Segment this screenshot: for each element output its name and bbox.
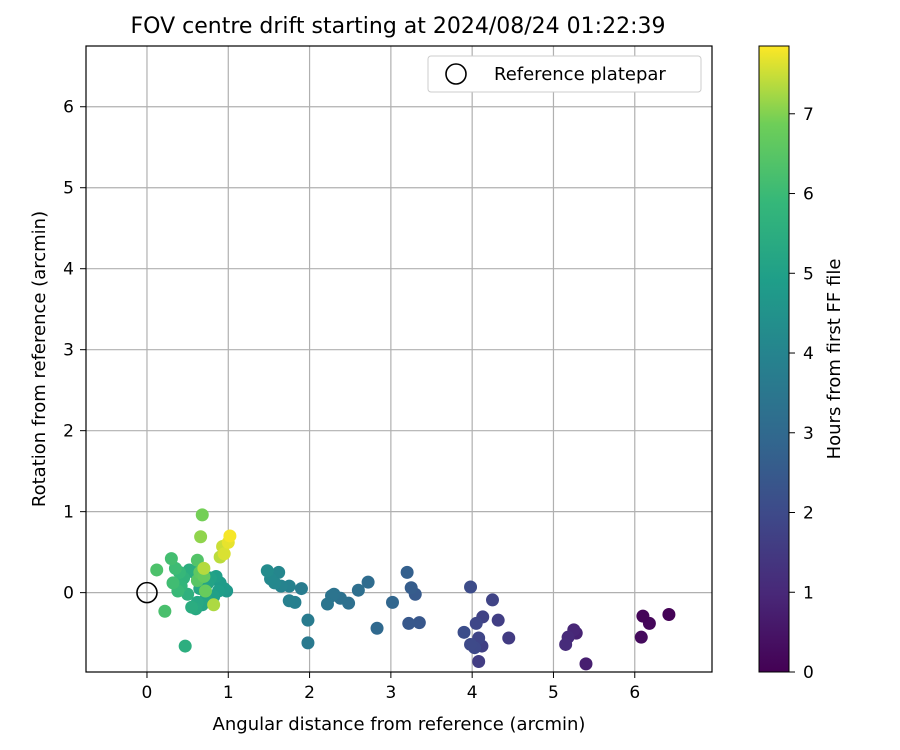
data-point [464, 580, 478, 594]
x-tick-label: 2 [304, 683, 315, 703]
data-points [150, 508, 676, 671]
x-tick-label: 0 [142, 683, 153, 703]
data-point [294, 582, 308, 596]
data-point [150, 563, 164, 577]
legend-box [427, 55, 702, 93]
colorbar-tick-label: 1 [803, 583, 814, 603]
data-point [636, 609, 650, 623]
plot-frame [85, 45, 713, 673]
data-point [502, 631, 516, 645]
data-point [199, 584, 213, 598]
data-point [207, 598, 221, 612]
colorbar-gradient [758, 45, 790, 673]
x-tick-label: 5 [548, 683, 559, 703]
data-point [412, 616, 426, 630]
data-point [197, 561, 211, 575]
data-point [164, 552, 178, 566]
data-point [185, 600, 199, 614]
y-tick-label: 1 [63, 503, 74, 523]
data-point [559, 637, 573, 651]
x-axis-label: Angular distance from reference (arcmin) [213, 714, 586, 735]
data-point [404, 581, 418, 595]
legend-entry-reference: Reference platepar [494, 64, 666, 85]
y-tick-label: 6 [63, 98, 74, 118]
x-tick-label: 6 [629, 683, 640, 703]
data-point [217, 547, 231, 561]
x-axis-ticks: 0 1 2 3 4 5 6 [142, 672, 640, 703]
data-point [634, 630, 648, 644]
colorbar-tick-label: 0 [803, 663, 814, 683]
y-axis-label: Rotation from reference (arcmin) [29, 211, 50, 507]
data-point [351, 583, 365, 597]
colorbar-tick-label: 2 [803, 504, 814, 524]
data-point [485, 593, 499, 607]
data-point [223, 529, 237, 543]
data-point [158, 604, 172, 618]
data-point [491, 613, 505, 627]
y-tick-label: 0 [63, 584, 74, 604]
colorbar-label: Hours from first FF file [824, 259, 845, 460]
data-point [194, 530, 208, 544]
data-point [301, 613, 315, 627]
reference-marker [136, 581, 158, 604]
data-point [370, 621, 384, 635]
chart-title: FOV centre drift starting at 2024/08/24 … [131, 14, 666, 39]
x-tick-label: 3 [385, 683, 396, 703]
colorbar-tick-label: 6 [803, 185, 814, 205]
data-point [301, 636, 315, 650]
data-point [168, 561, 182, 575]
data-point [320, 597, 334, 611]
grid-lines [86, 46, 712, 672]
legend-marker-icon [445, 63, 467, 85]
data-point [178, 639, 192, 653]
y-tick-label: 2 [63, 422, 74, 442]
y-axis-ticks: 0 1 2 3 4 5 6 [63, 98, 86, 604]
colorbar-tick-label: 4 [803, 344, 814, 364]
y-tick-label: 4 [63, 260, 74, 280]
data-point [662, 608, 676, 622]
x-tick-label: 1 [223, 683, 234, 703]
colorbar: 0 1 2 3 4 5 6 7 Hours from first FF file [758, 45, 845, 683]
data-point [361, 575, 375, 589]
data-point [260, 564, 274, 578]
y-tick-label: 5 [63, 179, 74, 199]
data-point [457, 625, 471, 639]
colorbar-tick-label: 7 [803, 105, 814, 125]
data-point [472, 654, 486, 668]
legend: Reference platepar [427, 55, 702, 93]
data-point [400, 565, 414, 579]
data-point [282, 594, 296, 608]
data-point [469, 616, 483, 630]
colorbar-tick-label: 5 [803, 264, 814, 284]
data-point [166, 576, 180, 590]
data-point [579, 657, 593, 671]
data-point [385, 595, 399, 609]
colorbar-tick-label: 3 [803, 424, 814, 444]
x-tick-label: 4 [467, 683, 478, 703]
data-point [195, 508, 209, 522]
colorbar-ticks: 0 1 2 3 4 5 6 7 [789, 105, 814, 683]
y-tick-label: 3 [63, 341, 74, 361]
data-point [464, 637, 478, 651]
data-point [402, 616, 416, 630]
